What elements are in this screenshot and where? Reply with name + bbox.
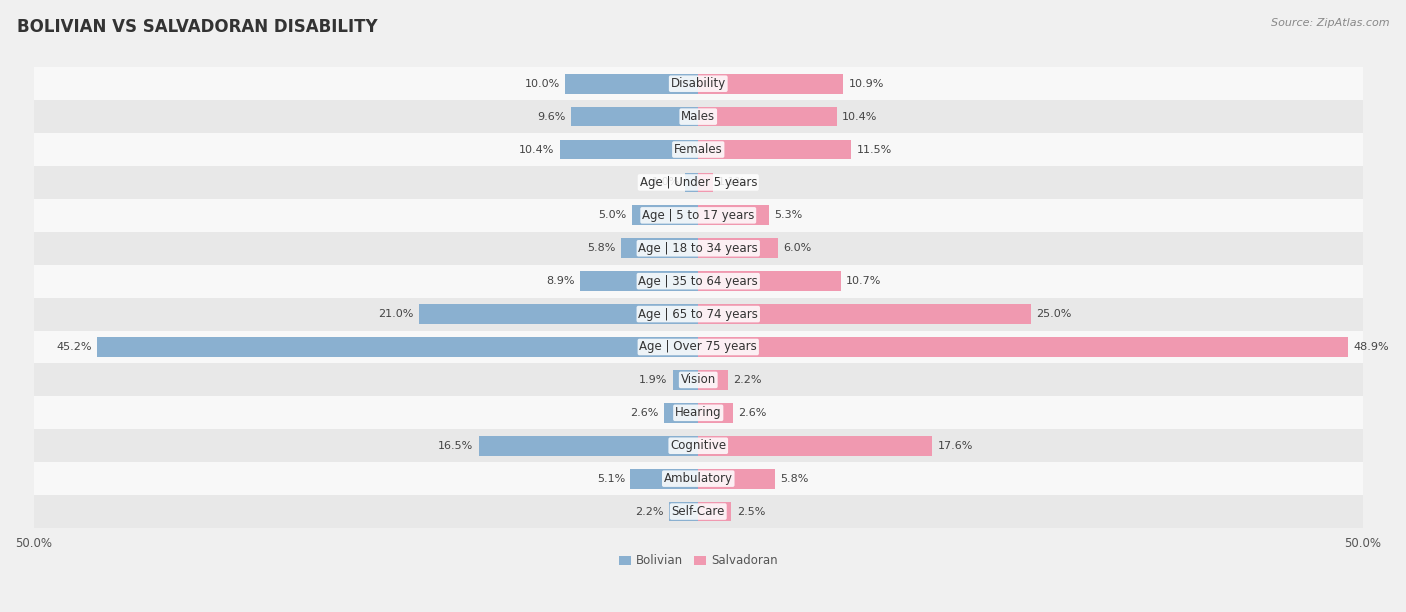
Text: Age | 35 to 64 years: Age | 35 to 64 years [638,275,758,288]
Bar [419,304,699,324]
Bar [699,436,932,455]
Bar [699,469,775,488]
Text: 11.5%: 11.5% [856,144,891,154]
Text: 2.5%: 2.5% [737,507,765,517]
Bar [34,100,1362,133]
Bar [699,502,731,521]
Text: 10.4%: 10.4% [519,144,554,154]
Text: Vision: Vision [681,373,716,386]
Bar [699,239,778,258]
Bar [34,297,1362,330]
Text: 5.3%: 5.3% [775,211,803,220]
Bar [479,436,699,455]
Bar [699,337,1348,357]
Bar [34,330,1362,364]
Text: Cognitive: Cognitive [671,439,727,452]
Text: 10.7%: 10.7% [846,276,882,286]
Text: Self-Care: Self-Care [672,505,725,518]
Bar [565,74,699,94]
Bar [685,173,699,192]
Bar [669,502,699,521]
Text: 5.1%: 5.1% [598,474,626,483]
Text: 5.8%: 5.8% [780,474,808,483]
Bar [34,462,1362,495]
Text: 25.0%: 25.0% [1036,309,1071,319]
Text: 9.6%: 9.6% [537,111,565,122]
Text: 8.9%: 8.9% [546,276,575,286]
Text: 5.0%: 5.0% [598,211,627,220]
Text: Age | Over 75 years: Age | Over 75 years [640,340,756,354]
Bar [97,337,699,357]
Text: 10.9%: 10.9% [848,79,884,89]
Bar [560,140,699,159]
Text: Age | 5 to 17 years: Age | 5 to 17 years [643,209,755,222]
Text: 2.6%: 2.6% [630,408,658,418]
Bar [699,206,769,225]
Bar [571,106,699,127]
Text: Age | 65 to 74 years: Age | 65 to 74 years [638,308,758,321]
Bar [699,74,844,94]
Text: 6.0%: 6.0% [783,243,811,253]
Bar [34,166,1362,199]
Text: Disability: Disability [671,77,725,90]
Bar [699,304,1031,324]
Bar [579,271,699,291]
Bar [621,239,699,258]
Bar [699,173,713,192]
Text: Males: Males [681,110,716,123]
Bar [699,106,837,127]
Bar [34,364,1362,397]
Text: Ambulatory: Ambulatory [664,472,733,485]
Text: 2.2%: 2.2% [636,507,664,517]
Text: 5.8%: 5.8% [588,243,616,253]
Text: 17.6%: 17.6% [938,441,973,450]
Bar [699,140,851,159]
Text: Age | Under 5 years: Age | Under 5 years [640,176,756,189]
Text: Hearing: Hearing [675,406,721,419]
Text: Age | 18 to 34 years: Age | 18 to 34 years [638,242,758,255]
Text: 21.0%: 21.0% [378,309,413,319]
Bar [34,265,1362,297]
Text: 45.2%: 45.2% [56,342,91,352]
Text: 1.1%: 1.1% [718,177,747,187]
Text: 2.6%: 2.6% [738,408,766,418]
Bar [699,370,727,390]
Text: 10.4%: 10.4% [842,111,877,122]
Bar [699,271,841,291]
Text: 1.9%: 1.9% [640,375,668,385]
Bar [34,199,1362,232]
Bar [630,469,699,488]
Text: 1.0%: 1.0% [651,177,679,187]
Text: 16.5%: 16.5% [439,441,474,450]
Text: BOLIVIAN VS SALVADORAN DISABILITY: BOLIVIAN VS SALVADORAN DISABILITY [17,18,377,36]
Bar [34,133,1362,166]
Text: Females: Females [673,143,723,156]
Legend: Bolivian, Salvadoran: Bolivian, Salvadoran [614,550,782,572]
Text: 10.0%: 10.0% [524,79,560,89]
Text: 48.9%: 48.9% [1354,342,1389,352]
Bar [673,370,699,390]
Bar [34,67,1362,100]
Bar [34,429,1362,462]
Bar [664,403,699,423]
Bar [34,495,1362,528]
Bar [34,232,1362,265]
Text: 2.2%: 2.2% [733,375,761,385]
Bar [631,206,699,225]
Bar [34,397,1362,429]
Text: Source: ZipAtlas.com: Source: ZipAtlas.com [1271,18,1389,28]
Bar [699,403,733,423]
